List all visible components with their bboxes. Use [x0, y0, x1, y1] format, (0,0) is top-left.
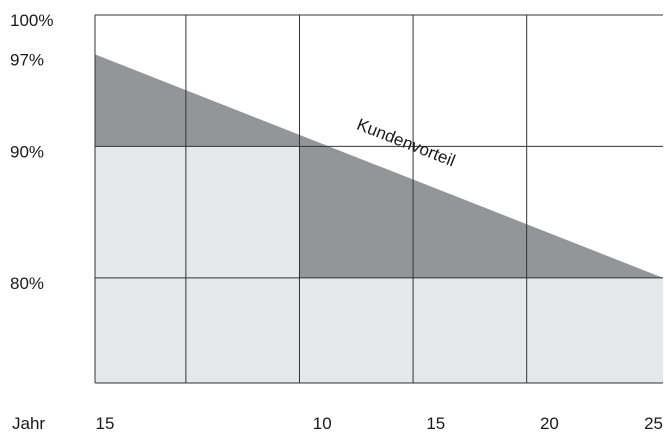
- y-tick-label: 90%: [10, 142, 44, 161]
- x-tick-labels: Jahr 15 10 15 20 25: [12, 414, 663, 432]
- y-tick-label: 97%: [10, 50, 44, 69]
- x-tick-label: 25: [644, 414, 663, 432]
- kundenvorteil-label: Kundenvorteil: [354, 115, 458, 171]
- kundenvorteil-area: [95, 54, 663, 278]
- x-axis-label: Jahr: [12, 414, 45, 432]
- x-tick-label: 10: [313, 414, 332, 432]
- area-layer: [95, 54, 663, 278]
- y-tick-labels: 100% 97% 90% 80%: [10, 11, 53, 293]
- x-tick-label: 15: [426, 414, 445, 432]
- x-tick-label: 15: [96, 414, 115, 432]
- y-tick-label: 80%: [10, 274, 44, 293]
- annotation-layer: Kundenvorteil: [354, 115, 458, 171]
- y-tick-label: 100%: [10, 11, 53, 30]
- grid-layer: [94, 14, 663, 384]
- x-tick-label: 20: [540, 414, 559, 432]
